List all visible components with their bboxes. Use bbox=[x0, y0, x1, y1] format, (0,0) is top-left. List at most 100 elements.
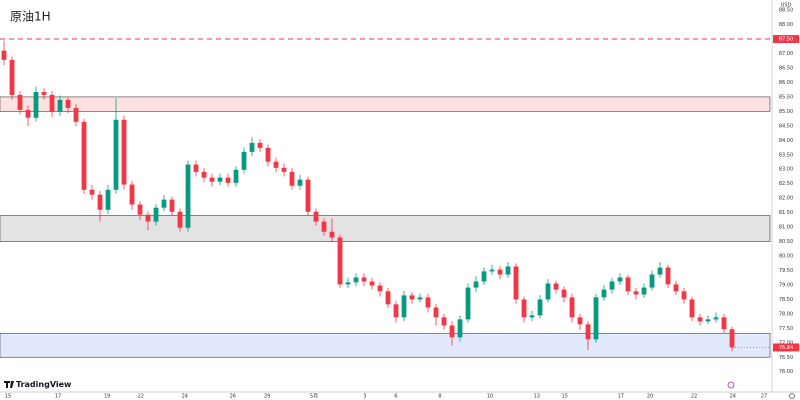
zone bbox=[0, 215, 771, 242]
y-tick-label: 78.00 bbox=[779, 311, 793, 317]
logo-mark bbox=[4, 381, 14, 388]
candle-body bbox=[673, 284, 679, 292]
alert-icon[interactable] bbox=[727, 381, 735, 389]
y-tick-label: 87.00 bbox=[779, 51, 793, 57]
candle-body bbox=[193, 164, 199, 172]
candle-body bbox=[169, 199, 175, 212]
candle-body bbox=[97, 194, 103, 210]
candle-body bbox=[33, 91, 39, 118]
candle-body bbox=[713, 317, 719, 320]
settings-icon[interactable] bbox=[789, 393, 795, 399]
candle-body bbox=[401, 295, 407, 318]
candle-body bbox=[641, 287, 647, 295]
candle-body bbox=[233, 169, 239, 183]
candle-body bbox=[665, 267, 671, 285]
candle-body bbox=[505, 266, 511, 275]
y-tick-label: 81.00 bbox=[779, 225, 793, 231]
candle-body bbox=[113, 119, 119, 190]
y-tick-label: 88.00 bbox=[779, 22, 793, 28]
x-tick-label: 6 bbox=[394, 394, 397, 400]
y-tick-label: 85.00 bbox=[779, 109, 793, 115]
y-tick-label: 83.50 bbox=[779, 152, 793, 158]
candle-body bbox=[393, 304, 399, 318]
candle-body bbox=[345, 282, 351, 285]
y-tick-label: 84.50 bbox=[779, 123, 793, 129]
candle-body bbox=[305, 179, 311, 212]
candle-body bbox=[337, 237, 343, 285]
candle-body bbox=[617, 277, 623, 282]
candle-body bbox=[721, 317, 727, 330]
candle-body bbox=[297, 179, 303, 186]
candle-body bbox=[457, 319, 463, 338]
y-tick-label: 79.50 bbox=[779, 268, 793, 274]
candle-body bbox=[633, 291, 639, 295]
candle-body bbox=[529, 315, 535, 318]
candle-body bbox=[145, 214, 151, 222]
y-tick-label: 82.50 bbox=[779, 181, 793, 187]
candle-body bbox=[73, 107, 79, 122]
price-label-bg bbox=[773, 35, 799, 44]
candle-body bbox=[497, 269, 503, 275]
y-tick-label: 85.50 bbox=[779, 94, 793, 100]
candle-body bbox=[705, 319, 711, 322]
candle-body bbox=[361, 277, 367, 282]
candle-body bbox=[217, 177, 223, 182]
chart-title: 原油1H bbox=[10, 10, 51, 24]
candle-body bbox=[225, 177, 231, 183]
candle-body bbox=[329, 231, 335, 238]
candle-body bbox=[185, 164, 191, 228]
candle-body bbox=[81, 121, 87, 190]
x-tick-label: 26 bbox=[230, 394, 236, 400]
candle-body bbox=[649, 274, 655, 288]
candle-body bbox=[249, 142, 255, 152]
y-tick-label: 86.50 bbox=[779, 65, 793, 71]
candle-body bbox=[553, 283, 559, 290]
zone bbox=[0, 332, 771, 358]
zone bbox=[0, 96, 771, 112]
x-tick-label: 10 bbox=[487, 394, 493, 400]
candle-body bbox=[473, 281, 479, 288]
candle-body bbox=[601, 289, 607, 298]
x-tick-label: 19 bbox=[104, 394, 110, 400]
candle-body bbox=[545, 283, 551, 300]
candle-body bbox=[281, 167, 287, 172]
candle-body bbox=[353, 277, 359, 283]
candle-body bbox=[689, 299, 695, 318]
candle-body bbox=[537, 299, 543, 316]
candle-body bbox=[129, 184, 135, 205]
x-tick-label: 15 bbox=[562, 394, 568, 400]
candle-body bbox=[57, 99, 63, 112]
candle-body bbox=[417, 297, 423, 300]
candle-body bbox=[313, 211, 319, 222]
x-tick-label: 20 bbox=[647, 394, 653, 400]
y-tick-label: 77.50 bbox=[779, 326, 793, 332]
candle-body bbox=[561, 289, 567, 298]
brand-logo: TradingView bbox=[4, 380, 72, 389]
y-tick-label: 88.50 bbox=[779, 8, 793, 14]
candle-body bbox=[585, 324, 591, 340]
candle-body bbox=[489, 269, 495, 272]
candle-body bbox=[89, 189, 95, 195]
x-tick-label: 24 bbox=[182, 394, 188, 400]
x-tick-label: 13 bbox=[534, 394, 540, 400]
candle-body bbox=[521, 299, 527, 318]
y-tick-label: 79.00 bbox=[779, 282, 793, 288]
candle-body bbox=[369, 281, 375, 286]
y-tick-label: 76.50 bbox=[779, 355, 793, 361]
candle-body bbox=[697, 317, 703, 322]
price-label: 87.50 bbox=[779, 37, 793, 43]
candle-body bbox=[1, 50, 7, 60]
candle-body bbox=[265, 147, 271, 162]
candle-body bbox=[481, 271, 487, 282]
x-tick-label: 27 bbox=[761, 394, 767, 400]
x-tick-label: 24 bbox=[730, 394, 736, 400]
candle-body bbox=[465, 287, 471, 320]
candle-body bbox=[9, 59, 15, 95]
candle-body bbox=[209, 177, 215, 182]
candle-body bbox=[105, 189, 111, 210]
x-tick-label: 5月 bbox=[310, 394, 318, 400]
candle-body bbox=[409, 295, 415, 300]
candle-body bbox=[289, 171, 295, 186]
axis-unit: USD bbox=[781, 3, 792, 9]
